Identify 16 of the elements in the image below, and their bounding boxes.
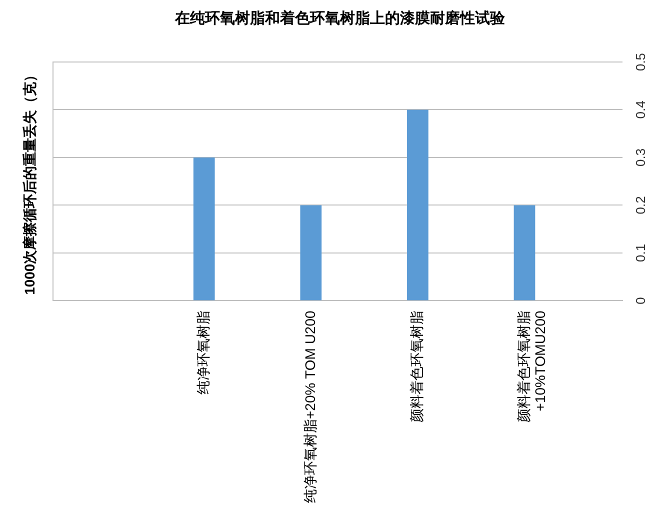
y-tick-label: 0.4 <box>633 100 648 119</box>
y-tick-label: 0 <box>633 297 648 304</box>
x-tick-label: 纯净环氧树脂+20% TOM U200 <box>302 310 318 503</box>
bar <box>193 157 215 300</box>
x-tick-label: 颜料着色环氧树脂 +10%TOMU200 <box>515 310 548 423</box>
y-tick-label: 0.1 <box>633 244 648 262</box>
y-tick-label: 0.2 <box>633 196 648 214</box>
y-tick-label: 0.5 <box>633 52 648 72</box>
bar <box>300 205 322 300</box>
y-tick-label: 0.3 <box>633 148 648 167</box>
x-tick-label: 纯净环氧树脂 <box>194 310 211 395</box>
bar <box>407 110 428 300</box>
bar <box>514 205 536 300</box>
y-axis-title: 1000次摩擦循环后的重量丢失（克） <box>21 68 38 295</box>
chart-title: 在纯环氧树脂和着色环氧树脂上的漆膜耐磨性试验 <box>174 8 506 27</box>
x-tick-label: 颜料着色环氧树脂 <box>408 310 425 423</box>
